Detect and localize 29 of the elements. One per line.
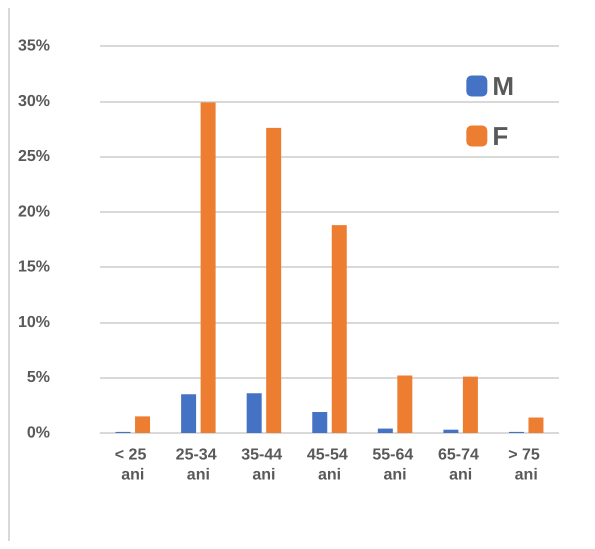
- legend-label: M: [492, 71, 514, 101]
- x-tick-label: 35-44 ani: [241, 446, 287, 484]
- y-tick-label: 20%: [18, 203, 50, 220]
- bar: [312, 412, 328, 433]
- y-tick-label: 0%: [26, 424, 50, 442]
- x-tick-label: < 25 ani: [114, 446, 151, 484]
- bar: [528, 418, 544, 433]
- bar: [181, 394, 196, 433]
- y-tick-label: 35%: [18, 38, 50, 54]
- y-tick-label: 25%: [18, 148, 50, 166]
- bar: [443, 430, 458, 433]
- y-tick-label: 15%: [18, 258, 50, 276]
- x-tick-label: 65-74 ani: [438, 446, 484, 484]
- bar: [378, 428, 393, 433]
- y-tick-label: 10%: [18, 314, 50, 331]
- x-tick-label: 45-54 ani: [306, 446, 352, 484]
- bar: [246, 393, 262, 433]
- bar: [462, 376, 478, 433]
- x-tick-label: > 75 ani: [508, 446, 544, 484]
- y-tick-label: 5%: [26, 369, 50, 386]
- y-tick-label: 30%: [18, 92, 50, 110]
- legend-label: F: [492, 121, 508, 151]
- bar: [397, 376, 412, 433]
- bar: [266, 128, 282, 433]
- bar: [332, 225, 347, 433]
- x-tick-label: 55-64 ani: [372, 446, 418, 484]
- bar: [135, 416, 150, 433]
- x-tick-label: 25-34 ani: [176, 446, 222, 484]
- bar: [200, 102, 216, 433]
